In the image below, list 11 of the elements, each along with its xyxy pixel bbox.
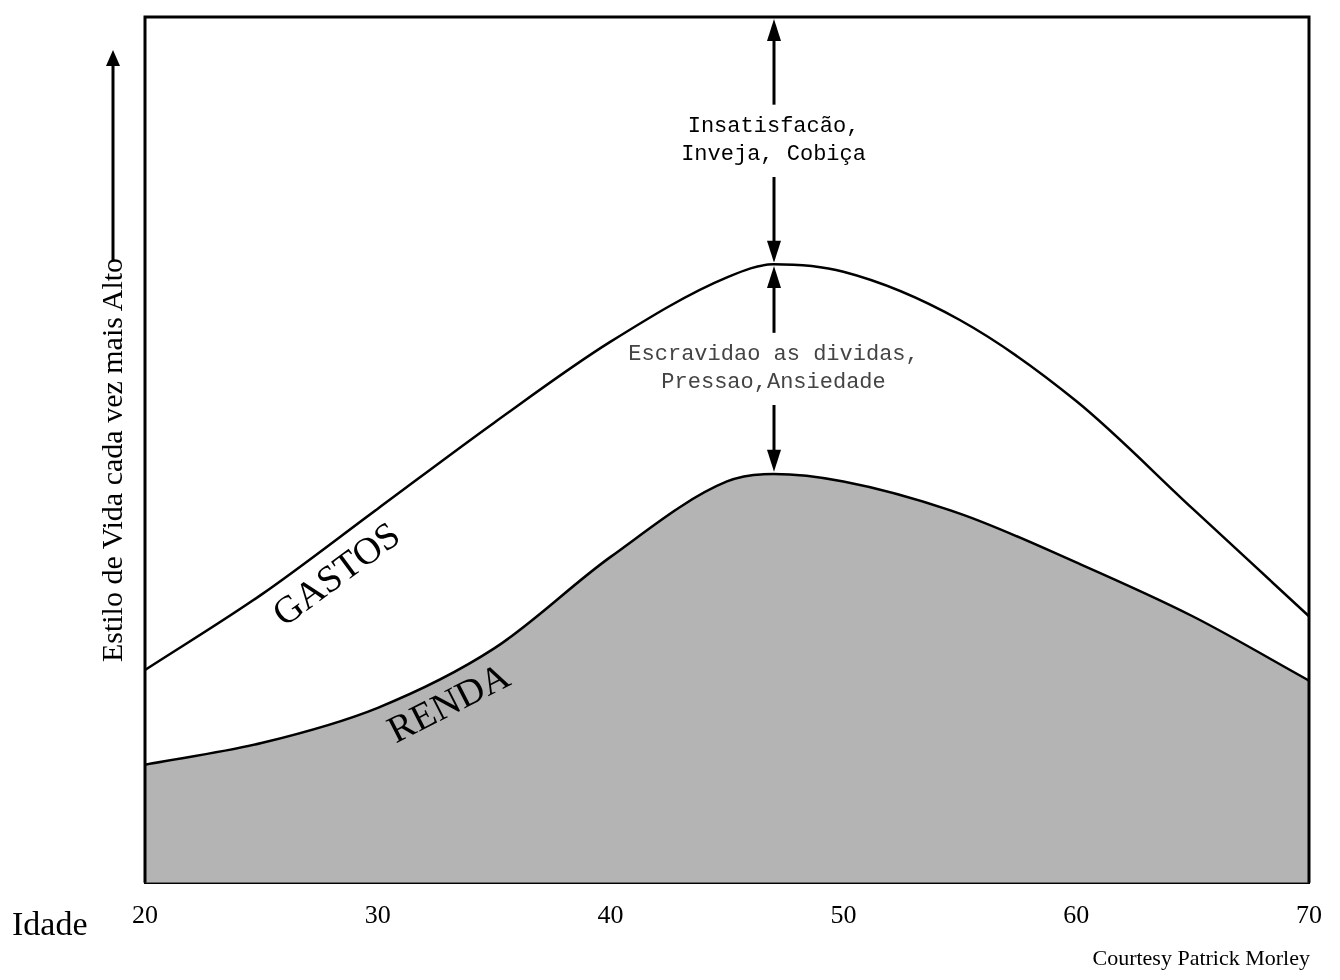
x-tick-label: 50	[830, 900, 857, 930]
y-axis-title: Estilo de Vida cada vez mais Alto	[95, 257, 129, 663]
x-axis-title: Idade	[12, 905, 88, 943]
x-tick-label: 20	[132, 900, 158, 930]
text: Insatisfacão, Inveja, Cobiça	[681, 112, 866, 169]
text: Courtesy Patrick Morley	[1092, 945, 1310, 971]
x-tick-label: 30	[364, 900, 391, 930]
x-tick-label: 40	[597, 900, 624, 930]
x-tick-label: 70	[1296, 900, 1322, 930]
x-tick-label: 60	[1063, 900, 1090, 930]
annotation: Escravidao as dividas, Pressao,Ansiedade	[628, 341, 919, 398]
